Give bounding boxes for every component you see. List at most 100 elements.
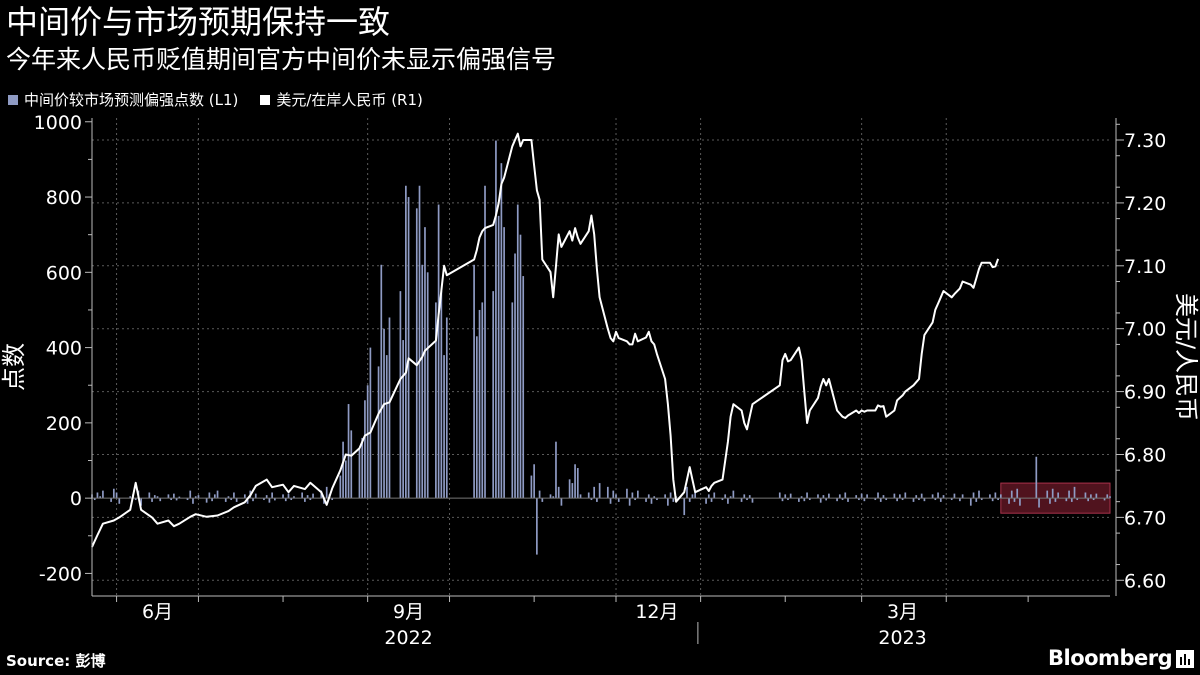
bar [896,498,898,502]
bar [254,493,257,499]
bar [134,498,137,501]
bar [364,400,366,499]
bar [312,493,314,499]
bar [653,496,656,499]
bar [1070,498,1073,502]
bar [541,498,544,502]
bar [443,355,445,499]
bar [516,204,519,499]
bar [729,496,732,499]
chart-title: 中间价与市场预期保持一致 [6,3,391,41]
bar [866,494,868,499]
bar [808,498,811,501]
bar [882,495,885,499]
bar [746,498,748,501]
bar [497,215,500,499]
bar [96,492,99,499]
bar [959,498,961,502]
left-axis-tick-label: 600 [46,262,82,284]
bar [994,492,997,499]
bar [899,494,901,499]
left-axis-tick-label: 800 [46,187,82,209]
bar [140,498,142,506]
bar [148,492,151,499]
bar [937,492,939,499]
bar [904,492,907,499]
bar [418,185,421,499]
bar [549,494,552,499]
bar [437,204,440,499]
bar [178,496,181,499]
left-axis-tick-label: 400 [46,338,82,360]
left-axis-tick-label: 1000 [34,112,82,134]
bar [186,498,189,501]
bar [969,498,972,506]
bar [798,498,800,502]
bar [284,498,287,502]
bar [358,449,361,499]
right-axis-title: 美元/人民币 [1172,293,1200,421]
bar [612,490,615,499]
bar [170,498,172,501]
bar [331,498,334,501]
x-axis-month-label: 6月 [142,601,173,623]
x-axis-month-label: 12月 [635,601,678,623]
chart-subtitle: 今年来人民币贬值期间官方中间价未显示偏强信号 [6,45,557,74]
bar [950,498,953,501]
bar [208,492,211,499]
bar [1010,490,1013,499]
bar [650,498,653,504]
bar [939,498,942,502]
bar [686,486,688,499]
bar [879,498,882,502]
bar [803,498,806,502]
bar [664,494,666,499]
bar [424,227,426,499]
terminal-logo-icon [1176,650,1194,668]
bar [192,498,194,504]
bar [748,495,751,499]
bar [246,498,249,504]
bar [402,340,404,499]
bar [598,483,601,499]
bar [617,498,620,502]
bar [263,498,265,501]
bar [1038,498,1040,508]
bar [293,496,295,499]
usdcny-line [91,132,1000,548]
bar [282,494,284,499]
source-note: Source: 彭博 [6,652,106,670]
bar [710,498,713,502]
bar [978,490,980,499]
bar [999,494,1002,499]
bar [751,498,754,503]
bar [309,498,312,501]
right-axis-tick-label: 7.30 [1124,130,1166,152]
bar [325,486,328,499]
legend-swatch-line [260,95,271,105]
bar [405,185,407,499]
left-axis-tick-label: 200 [46,413,82,435]
bar [636,490,639,499]
bar [347,404,350,499]
bar [817,494,819,499]
bar [590,498,593,501]
bar [800,496,803,499]
left-axis-title: 点数 [0,343,28,391]
bar [213,494,216,499]
bar [628,498,631,506]
bar [1103,498,1106,501]
bar [350,430,353,499]
bar [980,498,983,501]
bar [301,492,303,499]
bar [1087,498,1090,502]
bar [1013,498,1016,502]
bar [339,475,342,499]
bar [560,498,563,506]
bar [606,486,609,499]
bar [828,493,830,499]
bar [724,494,727,499]
bar [1065,498,1068,502]
bar [93,498,96,501]
bar [863,498,866,502]
